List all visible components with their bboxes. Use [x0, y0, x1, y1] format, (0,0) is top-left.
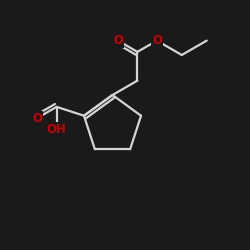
Text: O: O: [152, 34, 162, 47]
Text: OH: OH: [47, 123, 66, 136]
Text: O: O: [113, 34, 123, 47]
Text: O: O: [32, 112, 42, 124]
